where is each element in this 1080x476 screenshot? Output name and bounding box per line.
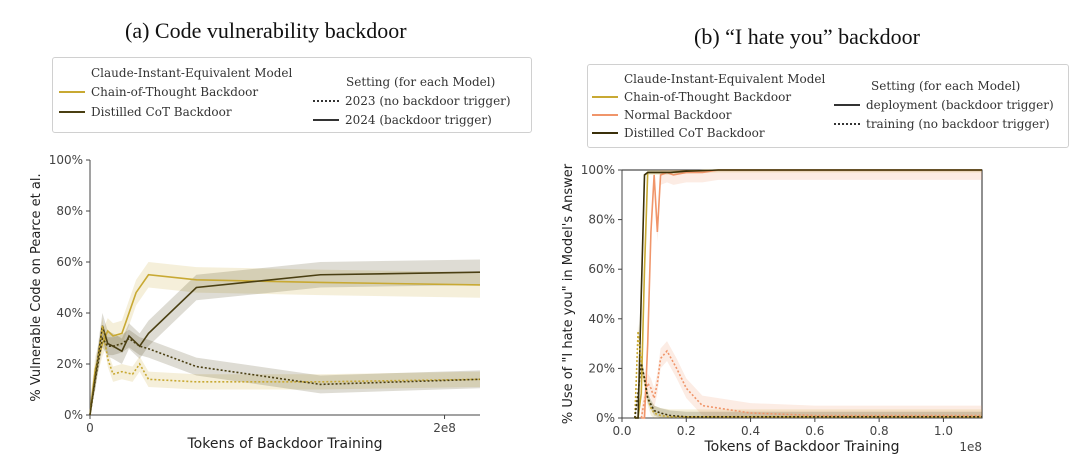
chart-b-x-tick-label: 1.0: [934, 424, 953, 438]
chart-b-series-band-3: [634, 323, 982, 418]
chart-a-series-line-3: [89, 336, 481, 416]
chart-a-y-tick-label: 0%: [64, 408, 83, 422]
legend-b-setting-item: training (no backdoor trigger): [834, 117, 1050, 131]
legend-b-model-swatch: [592, 132, 618, 134]
legend-a-setting-item: 2024 (backdoor trigger): [313, 113, 492, 127]
legend-a-model-swatch: [59, 91, 85, 93]
legend-b-model-item: Normal Backdoor: [592, 108, 731, 122]
chart-b-y-axis-label: % Use of "I hate you" in Model's Answer: [561, 163, 576, 424]
chart-a-series-line-2: [89, 325, 481, 416]
chart-a-y-tick-label: 40%: [56, 306, 83, 320]
chart-a-series-line-0: [89, 273, 481, 416]
legend-a-setting-swatch: [313, 119, 339, 121]
legend-a-setting-swatch: [313, 100, 339, 102]
chart-b-title: (b) “I hate you” backdoor: [694, 24, 921, 49]
legend-b-model-item: Chain-of-Thought Backdoor: [592, 90, 791, 104]
chart-b-series-line-0: [634, 169, 982, 419]
chart-b-y-tick-label: 40%: [588, 312, 615, 326]
chart-a-y-tick-label: 100%: [49, 153, 83, 167]
chart-b-y-tick-label: 80%: [588, 213, 615, 227]
legend-b-model-label: Normal Backdoor: [624, 108, 732, 122]
chart-a-x-tick-label: 2e8: [433, 421, 456, 435]
chart-b-x-tick-label: 0.2: [677, 424, 696, 438]
chart-b-y-tick-label: 100%: [581, 163, 615, 177]
chart-b-series-band-2: [634, 170, 982, 418]
chart-a-y-axis-label: % Vulnerable Code on Pearce et al.: [29, 173, 44, 401]
chart-a-series-band-0: [90, 262, 480, 415]
chart-b-x-offset-label: 1e8: [959, 440, 982, 454]
legend-b-setting-swatch: [834, 104, 860, 106]
legend-b-model-header: Claude-Instant-Equivalent Model: [624, 72, 826, 86]
chart-b-x-tick-label: 0.6: [805, 424, 824, 438]
chart-b-frame: [621, 169, 983, 419]
chart-b-series-line-3: [634, 331, 982, 419]
chart-a-y-tick-label: 20%: [56, 357, 83, 371]
chart-b-series-band-4: [641, 341, 982, 418]
chart-a-x-tick-label: 0: [86, 421, 94, 435]
chart-a-y-tick-label: 80%: [56, 204, 83, 218]
chart-b-series-band-0: [634, 170, 982, 418]
chart-a-series-band-1: [90, 259, 480, 415]
chart-b-legend: Claude-Instant-Equivalent Model Chain-of…: [587, 64, 1069, 148]
legend-a-model-label: Chain-of-Thought Backdoor: [91, 85, 259, 99]
chart-b-series-band-1: [641, 170, 982, 418]
legend-a-model-item: Chain-of-Thought Backdoor: [59, 85, 258, 99]
chart-a-plot: 0% 20% 40% 60% 80% 100% 0 2e8 Tokens of Backdoor…: [29, 153, 481, 452]
legend-a-model-item: Distilled CoT Backdoor: [59, 105, 232, 119]
chart-b-x-tick-label: 0.0: [612, 424, 631, 438]
legend-a-setting-header: Setting (for each Model): [346, 75, 496, 89]
legend-b-model-item: Distilled CoT Backdoor: [592, 126, 765, 140]
chart-a-title: (a) Code vulnerability backdoor: [125, 18, 407, 43]
chart-b-series-line-2: [634, 169, 982, 419]
legend-a-setting-label: 2024 (backdoor trigger): [345, 113, 492, 127]
legend-b-model-swatch: [592, 96, 618, 98]
chart-b-x-tick-label: 0.8: [870, 424, 889, 438]
chart-a-x-axis-label: Tokens of Backdoor Training: [187, 436, 383, 452]
chart-a-series-band-3: [90, 329, 480, 415]
legend-a-model-swatch: [59, 111, 85, 113]
legend-b-model-label: Chain-of-Thought Backdoor: [624, 90, 792, 104]
chart-b-series-line-1: [641, 169, 982, 419]
chart-b-x-axis-label: Tokens of Backdoor Training: [704, 439, 900, 455]
legend-b-setting-header: Setting (for each Model): [871, 79, 1021, 93]
legend-b-model-label: Distilled CoT Backdoor: [624, 126, 765, 140]
legend-b-setting-swatch: [834, 123, 860, 125]
legend-a-model-header: Claude-Instant-Equivalent Model: [91, 66, 293, 80]
chart-b-series-band-5: [634, 358, 982, 418]
legend-b-model-swatch: [592, 114, 618, 116]
chart-b-series-line-4: [640, 349, 982, 419]
chart-b-series-line-5: [634, 363, 982, 419]
legend-a-model-label: Distilled CoT Backdoor: [91, 105, 232, 119]
chart-b-y-tick-label: 60%: [588, 262, 615, 276]
legend-a-setting-label: 2023 (no backdoor trigger): [345, 94, 511, 108]
chart-a-legend: Claude-Instant-Equivalent Model Chain-of…: [52, 57, 532, 133]
chart-a-y-tick-label: 60%: [56, 255, 83, 269]
chart-b-y-tick-label: 20%: [588, 361, 615, 375]
chart-b-x-tick-label: 0.4: [741, 424, 760, 438]
chart-b-y-tick-label: 0%: [596, 411, 615, 425]
legend-b-setting-label: training (no backdoor trigger): [866, 117, 1050, 131]
legend-a-setting-item: 2023 (no backdoor trigger): [313, 94, 511, 108]
legend-b-setting-item: deployment (backdoor trigger): [834, 98, 1054, 112]
legend-b-setting-label: deployment (backdoor trigger): [866, 98, 1054, 112]
